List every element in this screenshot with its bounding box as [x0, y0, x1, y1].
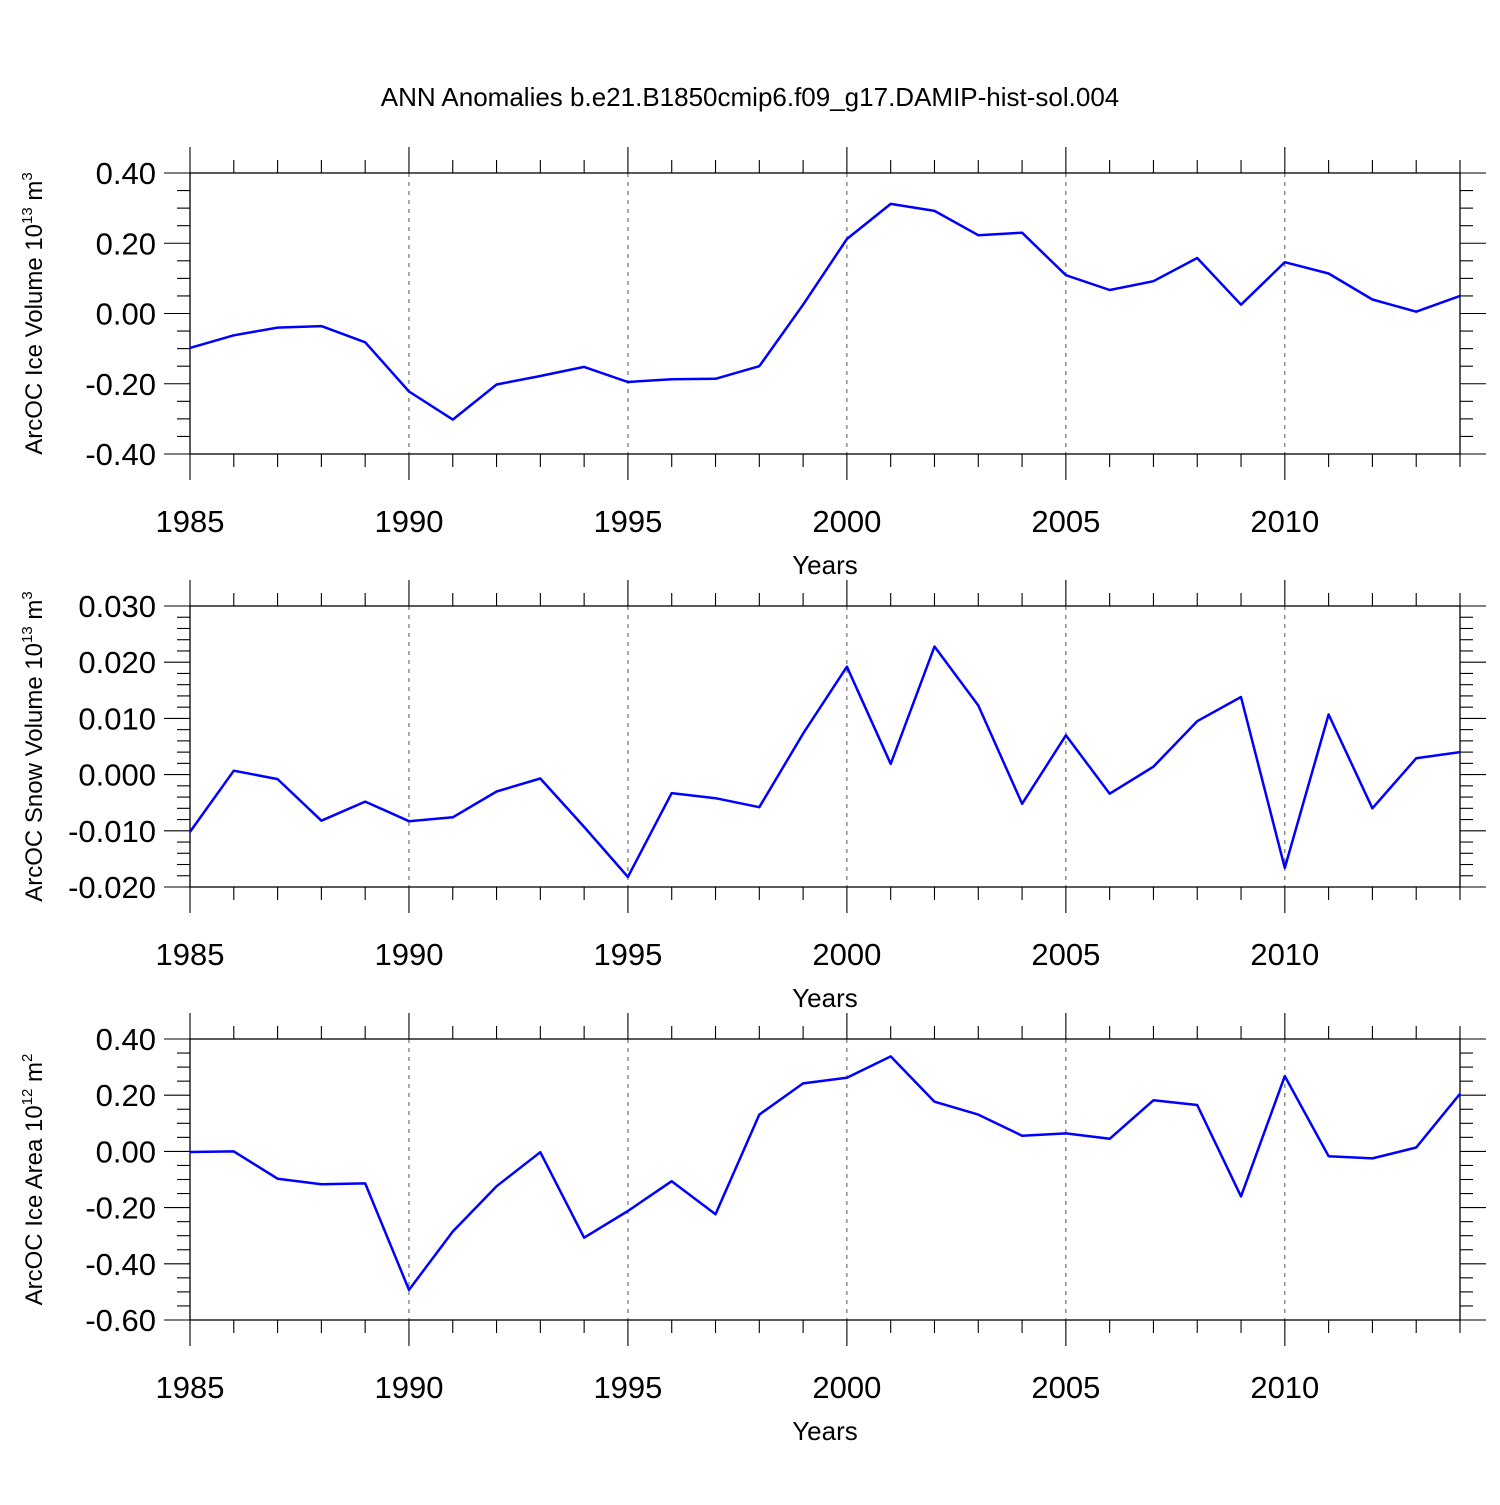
- x-axis-label: Years: [792, 1416, 858, 1446]
- y-axis-label: ArcOC Ice Volume 1013 m3: [19, 172, 48, 454]
- y-axis-label-exponent: 12: [19, 1089, 36, 1106]
- plot-frame: [190, 606, 1460, 887]
- y-tick-label: -0.40: [85, 1247, 156, 1282]
- y-axis-label-text: ArcOC Ice Volume 10: [21, 224, 48, 455]
- x-tick-label: 1985: [156, 504, 225, 539]
- x-axis-label: Years: [792, 983, 858, 1013]
- x-tick-label: 1985: [156, 1370, 225, 1405]
- x-tick-label: 2000: [812, 1370, 881, 1405]
- x-tick-label: 1995: [593, 1370, 662, 1405]
- y-axis-label-unit-exponent: 3: [19, 172, 36, 180]
- panel-1: 1985 1990 1995 2000 2005 2010 -0.40 -0.20 0.00 0.…: [19, 147, 1486, 580]
- x-tick-label: 2005: [1031, 504, 1100, 539]
- y-tick-label: 0.40: [96, 1022, 156, 1057]
- x-tick-label: 1990: [374, 1370, 443, 1405]
- y-tick-label: -0.20: [85, 367, 156, 402]
- y-axis-label-exponent: 13: [19, 207, 36, 224]
- x-tick-label: 2005: [1031, 937, 1100, 972]
- x-axis-label: Years: [792, 550, 858, 580]
- y-tick-label: -0.010: [68, 814, 156, 849]
- chart-title: ANN Anomalies b.e21.B1850cmip6.f09_g17.D…: [381, 82, 1120, 112]
- x-tick-label: 2005: [1031, 1370, 1100, 1405]
- y-tick-label: 0.020: [78, 645, 156, 680]
- x-tick-label: 1985: [156, 937, 225, 972]
- x-tick-label: 2000: [812, 937, 881, 972]
- y-tick-label: 0.20: [96, 226, 156, 261]
- x-tick-label: 1990: [374, 504, 443, 539]
- y-axis-label-unit: m: [21, 1062, 48, 1089]
- y-axis-label: ArcOC Ice Area 1012 m2: [19, 1054, 48, 1306]
- y-tick-label: -0.60: [85, 1303, 156, 1338]
- y-tick-label: 0.40: [96, 156, 156, 191]
- data-series-line: [190, 1056, 1460, 1290]
- panel-2: 1985 1990 1995 2000 2005 2010 -0.020 -0.010 0.00…: [19, 580, 1486, 1013]
- y-tick-label: 0.030: [78, 589, 156, 624]
- x-tick-label: 2010: [1250, 1370, 1319, 1405]
- y-axis-label-unit-exponent: 2: [19, 1054, 36, 1062]
- panel-3: 1985 1990 1995 2000 2005 2010 -0.60 -0.40 -0.20 0…: [19, 1013, 1486, 1446]
- x-tick-label: 2000: [812, 504, 881, 539]
- x-tick-label: 2010: [1250, 504, 1319, 539]
- y-axis-label-exponent: 13: [19, 626, 36, 643]
- data-series-line: [190, 647, 1460, 877]
- x-tick-label: 1990: [374, 937, 443, 972]
- y-axis-label-unit-exponent: 3: [19, 591, 36, 599]
- y-tick-label: 0.00: [96, 1134, 156, 1169]
- y-tick-label: 0.00: [96, 297, 156, 332]
- y-tick-label: -0.20: [85, 1191, 156, 1226]
- x-tick-label: 2010: [1250, 937, 1319, 972]
- x-tick-label: 1995: [593, 504, 662, 539]
- x-tick-label: 1995: [593, 937, 662, 972]
- data-series-line: [190, 204, 1460, 420]
- y-tick-label: -0.40: [85, 437, 156, 472]
- y-axis-label-unit: m: [21, 600, 48, 627]
- y-axis-label-unit: m: [21, 181, 48, 208]
- y-tick-label: -0.020: [68, 870, 156, 905]
- y-tick-label: 0.000: [78, 758, 156, 793]
- y-tick-label: 0.20: [96, 1078, 156, 1113]
- y-tick-label: 0.010: [78, 701, 156, 736]
- y-axis-label: ArcOC Snow Volume 1013 m3: [19, 591, 48, 902]
- y-axis-label-text: ArcOC Ice Area 10: [21, 1105, 48, 1305]
- plot-frame: [190, 173, 1460, 454]
- y-axis-label-text: ArcOC Snow Volume 10: [21, 643, 48, 902]
